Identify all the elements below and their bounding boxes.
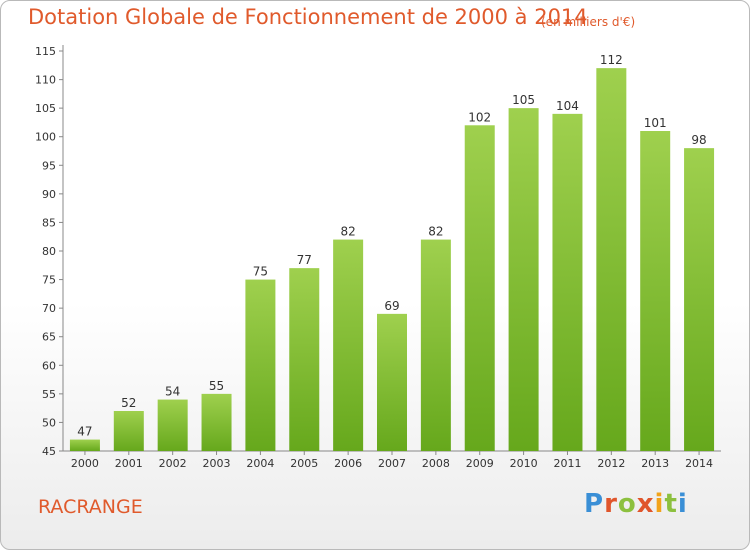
x-tick-label: 2013 [641, 457, 669, 470]
bar-value-label: 98 [691, 133, 706, 147]
x-tick-label: 2014 [685, 457, 713, 470]
y-tick-label: 90 [42, 188, 56, 201]
commune-name: RACRANGE [38, 496, 143, 518]
y-tick-label: 60 [42, 359, 56, 372]
x-tick-label: 2008 [422, 457, 450, 470]
y-tick-label: 70 [42, 302, 56, 315]
bar [69, 439, 100, 451]
bar [684, 148, 715, 451]
y-tick-label: 50 [42, 416, 56, 429]
y-tick-label: 65 [42, 331, 56, 344]
x-tick-label: 2004 [246, 457, 274, 470]
x-tick-label: 2002 [159, 457, 187, 470]
y-tick-label: 95 [42, 159, 56, 172]
bar [464, 125, 495, 452]
logo-letter: x [636, 489, 655, 519]
y-tick-label: 85 [42, 216, 56, 229]
bar-value-label: 47 [77, 425, 92, 439]
bar-value-label: 54 [165, 385, 180, 399]
x-tick-label: 2010 [510, 457, 538, 470]
x-tick-label: 2009 [466, 457, 494, 470]
bar [377, 313, 407, 451]
bar [157, 399, 188, 451]
bar-value-label: 101 [644, 116, 667, 130]
chart-title: Dotation Globale de Fonctionnement de 20… [28, 5, 588, 29]
bar [596, 68, 627, 452]
bar-value-label: 69 [384, 299, 399, 313]
bar-value-label: 75 [253, 265, 268, 279]
x-tick-label: 2011 [553, 457, 581, 470]
bar [552, 113, 583, 451]
x-tick-label: 2007 [378, 457, 406, 470]
x-tick-label: 2005 [290, 457, 318, 470]
bar [201, 393, 232, 451]
bar [333, 239, 364, 451]
chart-subtitle: (en milliers d'€) [541, 15, 636, 29]
y-tick-label: 115 [35, 45, 56, 58]
y-tick-label: 110 [35, 74, 56, 87]
x-tick-label: 2012 [597, 457, 625, 470]
proxiti-logo: Proxiti [584, 489, 688, 519]
bar-value-label: 82 [428, 225, 443, 239]
bar-value-label: 82 [340, 225, 355, 239]
bar-value-label: 112 [600, 53, 623, 67]
logo-letter: r [604, 489, 618, 519]
bar [508, 108, 539, 452]
bar [289, 268, 320, 451]
bar-value-label: 55 [209, 379, 224, 393]
bar-value-label: 102 [468, 110, 491, 124]
logo-letter: P [584, 489, 605, 519]
logo-letter: i [654, 489, 665, 519]
bar [245, 279, 276, 451]
y-tick-label: 75 [42, 274, 56, 287]
y-tick-label: 45 [42, 445, 56, 458]
x-tick-label: 2001 [115, 457, 143, 470]
bar-value-label: 52 [121, 396, 136, 410]
bar [420, 239, 451, 451]
y-tick-label: 105 [35, 102, 56, 115]
bar-value-label: 105 [512, 93, 535, 107]
x-tick-label: 2003 [203, 457, 231, 470]
y-tick-label: 80 [42, 245, 56, 258]
y-tick-label: 100 [35, 131, 56, 144]
x-tick-label: 2006 [334, 457, 362, 470]
bar-value-label: 77 [297, 253, 312, 267]
logo-letter: t [664, 489, 678, 519]
logo-letter: o [617, 489, 637, 519]
x-tick-label: 2000 [71, 457, 99, 470]
bar [640, 131, 671, 451]
logo-letter: i [677, 489, 688, 519]
bar [113, 411, 144, 451]
bar-value-label: 104 [556, 99, 579, 113]
y-tick-label: 55 [42, 388, 56, 401]
